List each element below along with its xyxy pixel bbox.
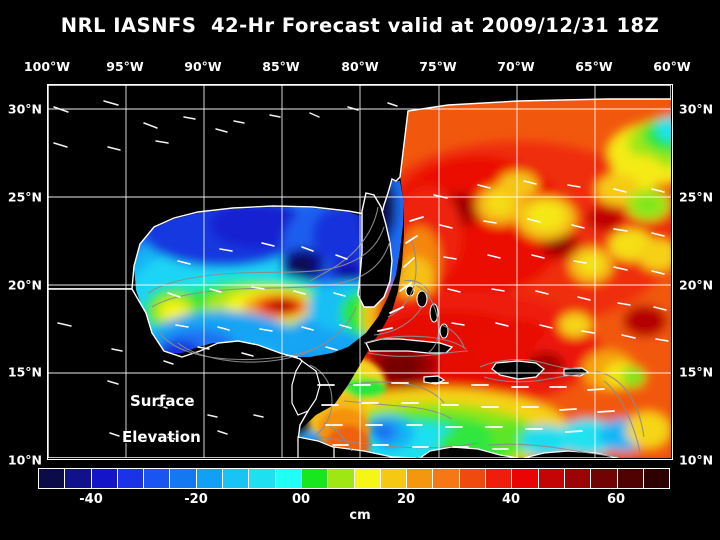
colorbar-cell-19 <box>538 469 565 488</box>
colorbar-cell-17 <box>486 469 513 488</box>
land-yucatan <box>291 360 321 416</box>
colorbar-cell-7 <box>223 469 250 488</box>
colorbar-tick-2: 00 <box>291 492 311 507</box>
lon-tick-label-3: 85°W <box>262 59 300 74</box>
colorbar-cell-13 <box>380 469 408 488</box>
page-title: NRL IASNFS 42-Hr Forecast valid at 2009/… <box>60 14 660 37</box>
colorbar-unit-label: cm <box>349 508 371 523</box>
land-bahamas <box>405 285 449 339</box>
colorbar-tick-5: 60 <box>606 492 626 507</box>
colorbar-cell-0 <box>39 469 66 488</box>
lon-tick-label-6: 70°W <box>497 59 535 74</box>
colorbar-cell-3 <box>117 469 145 488</box>
colorbar-cell-16 <box>459 469 487 488</box>
colorbar-cell-6 <box>196 469 224 488</box>
lon-tick-label-7: 65°W <box>575 59 613 74</box>
colorbar-cell-2 <box>91 469 118 488</box>
land-hispaniola <box>491 360 545 380</box>
shelf-contour-lines <box>147 206 645 458</box>
colorbar-cell-12 <box>354 469 381 488</box>
lat-tick-label-right-2: 20°N <box>679 277 714 293</box>
lat-tick-label-right-3: 15°N <box>679 364 714 380</box>
colorbar-cell-14 <box>407 469 434 488</box>
colorbar-cell-8 <box>249 469 276 488</box>
colorbar-cell-10 <box>301 469 329 488</box>
map-canvas <box>48 85 671 458</box>
colorbar-tick-4: 40 <box>501 492 521 507</box>
lat-tick-label-left-2: 20°N <box>7 277 42 293</box>
colorbar-cell-1 <box>65 469 92 488</box>
colorbar-tick-0: -40 <box>79 492 103 507</box>
land-cuba <box>365 338 454 354</box>
lat-tick-label-right-1: 25°N <box>679 189 714 205</box>
land-colombia <box>418 446 519 458</box>
current-vector-arrows <box>53 100 669 450</box>
colorbar-tick-3: 20 <box>396 492 416 507</box>
lat-tick-label-left-1: 25°N <box>7 189 42 205</box>
colorbar-cell-21 <box>591 469 618 488</box>
lat-tick-label-right-0: 30°N <box>679 101 714 117</box>
lon-tick-label-0: 100°W <box>23 59 71 74</box>
colorbar-cell-4 <box>144 469 171 488</box>
lat-tick-label-left-0: 30°N <box>7 101 42 117</box>
lon-tick-label-1: 95°W <box>106 59 144 74</box>
colorbar-cell-22 <box>617 469 644 488</box>
colorbar-cell-5 <box>170 469 197 488</box>
colorbar-cell-15 <box>433 469 460 488</box>
lon-tick-label-2: 90°W <box>184 59 222 74</box>
lat-tick-label-right-4: 10°N <box>679 452 714 468</box>
colorbar-cell-18 <box>512 469 539 488</box>
lat-tick-label-left-3: 15°N <box>7 364 42 380</box>
colorbar-cell-11 <box>328 469 355 488</box>
land-panama <box>333 446 417 458</box>
colorbar-cell-23 <box>643 469 670 488</box>
colorbar-cell-20 <box>564 469 592 488</box>
colorbar[interactable] <box>38 468 670 489</box>
lon-tick-label-4: 80°W <box>341 59 379 74</box>
graticule-grid <box>48 85 671 458</box>
lat-tick-label-left-4: 10°N <box>7 452 42 468</box>
sea-surface-elevation-map[interactable]: Surface Elevation <box>47 84 673 460</box>
colorbar-cell-9 <box>275 469 302 488</box>
colorbar-swatches <box>39 469 670 488</box>
colorbar-tick-1: -20 <box>184 492 208 507</box>
lon-tick-label-8: 60°W <box>653 59 691 74</box>
lon-tick-label-5: 75°W <box>419 59 457 74</box>
